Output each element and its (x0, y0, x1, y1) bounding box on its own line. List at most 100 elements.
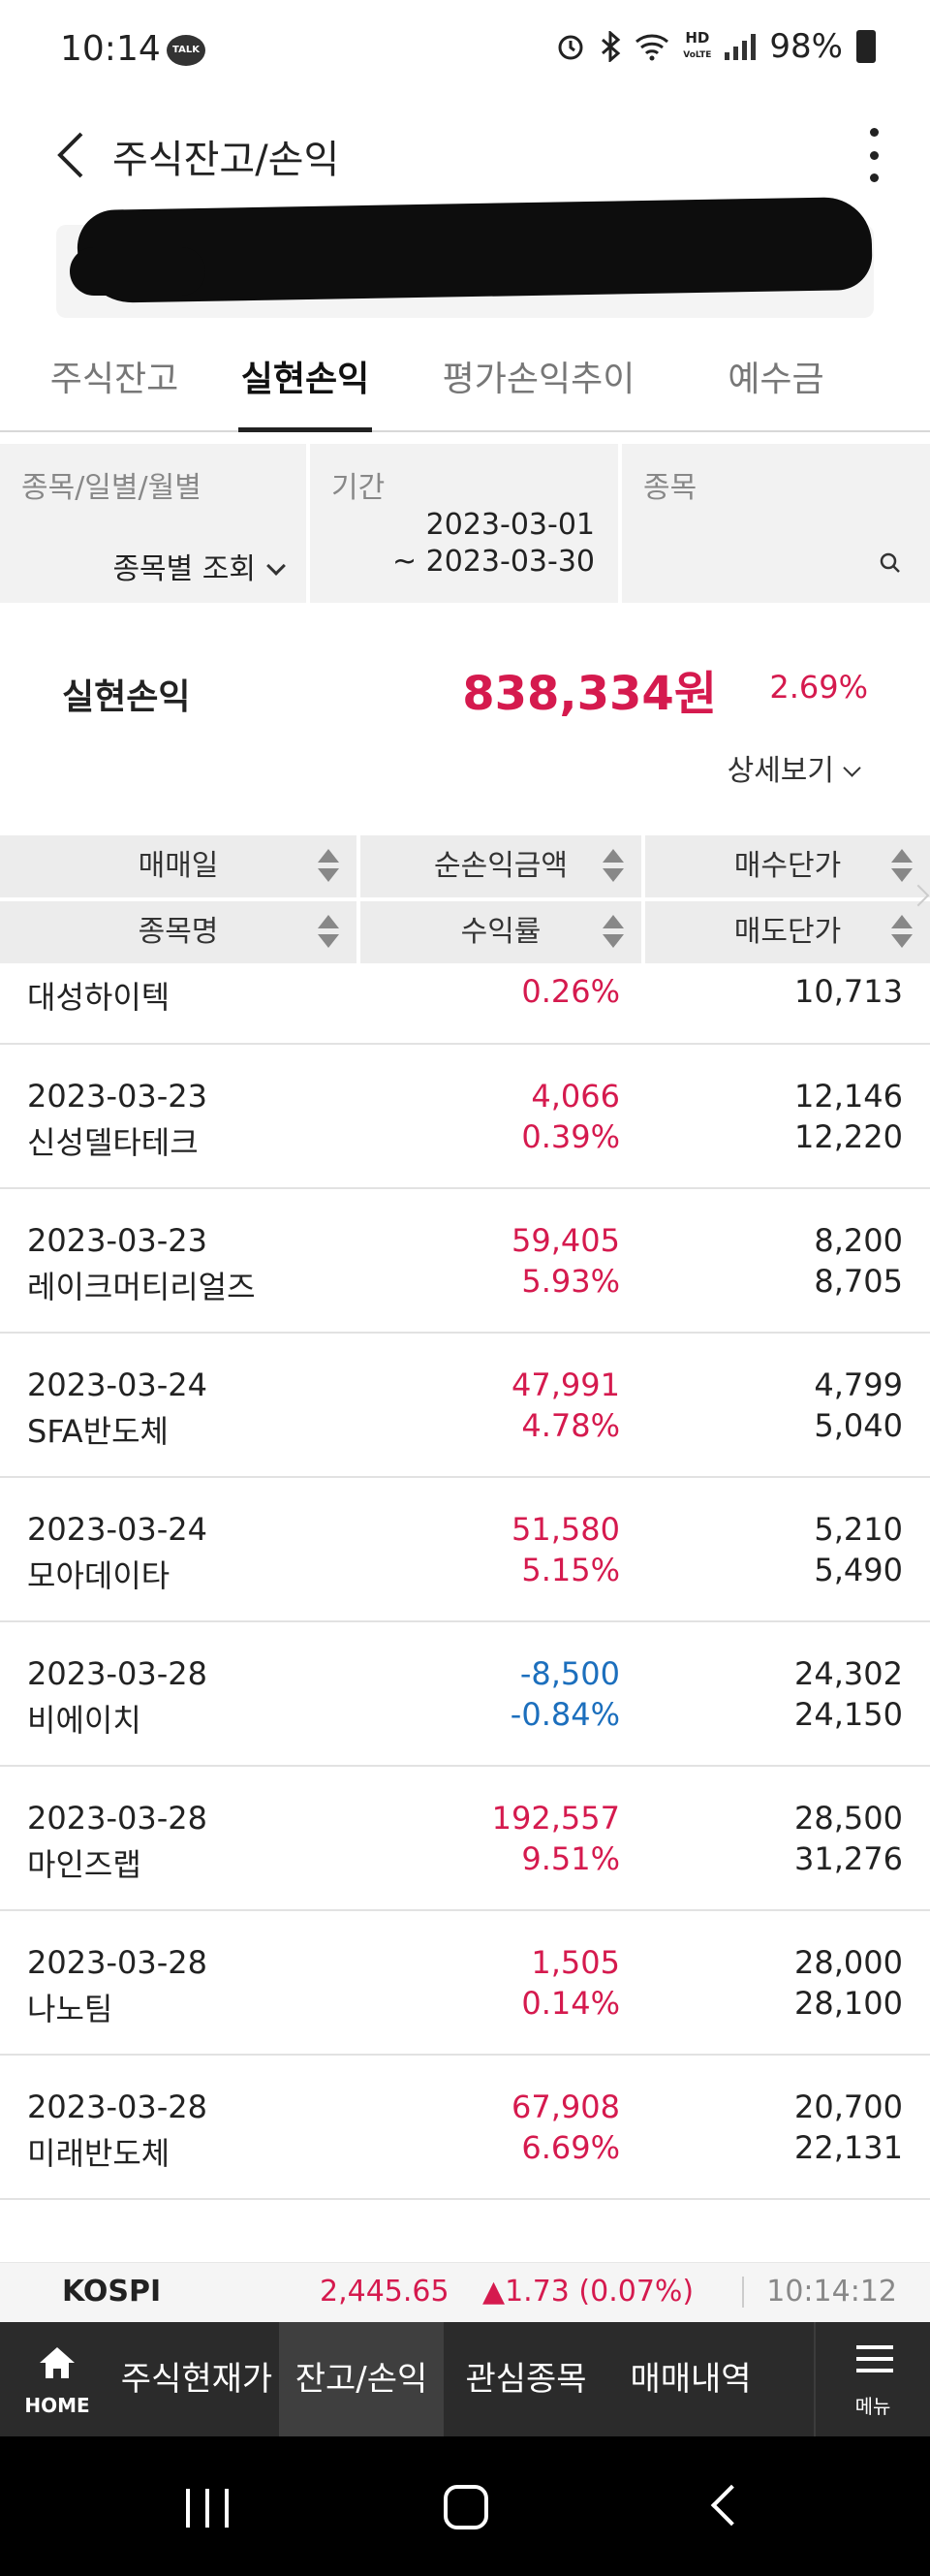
buy-price: 24,302 (794, 1655, 903, 1692)
sell-price: 24,150 (794, 1696, 903, 1733)
header-net-profit[interactable]: 순손익금액 (360, 835, 641, 897)
nav-trade-history[interactable]: 매매내역 (630, 2360, 752, 2399)
signal-icon (725, 33, 757, 60)
ticker-value: 2,445.65 (320, 2275, 450, 2309)
wifi-icon (636, 34, 669, 61)
detail-view-toggle[interactable]: 상세보기 (728, 746, 861, 789)
sell-price: 12,220 (794, 1118, 903, 1155)
buy-price: 8,200 (814, 1222, 903, 1259)
index-ticker[interactable]: KOSPI 2,445.65 ▲1.73 (0.07%) 10:14:12 (0, 2262, 930, 2322)
battery-level: 98% (769, 27, 843, 66)
trade-date: 2023-03-28 (27, 1655, 207, 1692)
nav-watchlist[interactable]: 관심종목 (465, 2360, 587, 2399)
header-stock-name[interactable]: 종목명 (0, 901, 356, 963)
net-profit: 192,557 (491, 1800, 620, 1837)
chevron-down-icon (266, 556, 286, 576)
alarm-icon (558, 35, 583, 60)
ticker-change: ▲1.73 (0.07%) (482, 2275, 695, 2309)
stock-search[interactable]: 종목 (622, 444, 930, 603)
table-row[interactable]: 대성하이텍 0.26% 10,713 (0, 967, 930, 1045)
nav-balance-pnl[interactable]: 잔고/손익 (279, 2322, 444, 2436)
return-rate: 5.15% (521, 1552, 620, 1588)
buy-price: 20,700 (794, 2089, 903, 2125)
net-profit: 67,908 (512, 2089, 620, 2125)
sell-price: 5,490 (814, 1552, 903, 1588)
buy-price: 28,000 (794, 1944, 903, 1981)
header-sell-price[interactable]: 매도단가 (645, 901, 930, 963)
summary-rate: 2.69% (769, 669, 868, 706)
header-trade-date[interactable]: 매매일 (0, 835, 356, 897)
tab-stock-balance[interactable]: 주식잔고 (49, 360, 179, 399)
table-row[interactable]: 2023-03-23 신성델타테크 4,066 0.39% 12,146 12,… (0, 1045, 930, 1189)
period-from: 2023-03-01 (425, 508, 595, 542)
tab-realized-pnl[interactable]: 실현손익 (238, 330, 372, 432)
net-profit: 51,580 (512, 1511, 620, 1548)
stock-name: 레이크머티리얼즈 (27, 1269, 256, 1305)
table-row[interactable]: 2023-03-23 레이크머티리얼즈 59,405 5.93% 8,200 8… (0, 1189, 930, 1334)
system-back-icon[interactable] (710, 2484, 753, 2527)
table-row[interactable]: 2023-03-28 나노팀 1,505 0.14% 28,000 28,100 (0, 1911, 930, 2056)
back-button[interactable] (50, 126, 97, 184)
nav-current-price[interactable]: 주식현재가 (120, 2360, 273, 2399)
system-home-icon[interactable] (444, 2485, 488, 2529)
stock-name: SFA반도체 (27, 1413, 169, 1450)
net-profit: 59,405 (512, 1222, 620, 1259)
net-profit: 4,066 (531, 1078, 620, 1115)
header-return-rate[interactable]: 수익률 (360, 901, 641, 963)
trade-date: 2023-03-24 (27, 1367, 207, 1403)
trade-date: 2023-03-28 (27, 1800, 207, 1837)
filter-panel: 종목/일별/월별 종목별 조회 기간 2023-03-01 ~ 2023-03-… (0, 444, 930, 603)
view-type-select[interactable]: 종목/일별/월별 종목별 조회 (0, 444, 306, 603)
status-time: 10:14 (60, 29, 161, 69)
stock-name: 모아데이타 (27, 1557, 170, 1594)
recent-apps-icon[interactable] (186, 2489, 229, 2528)
ticker-time: 10:14:12 (766, 2275, 897, 2309)
table-row[interactable]: 2023-03-28 비에이치 -8,500 -0.84% 24,302 24,… (0, 1622, 930, 1767)
sort-icon (318, 849, 339, 884)
header-buy-price[interactable]: 매수단가 (645, 835, 930, 897)
stock-name: 마인즈랩 (27, 1846, 141, 1883)
menu-label: 메뉴 (854, 2395, 891, 2418)
period-label: 기간 (331, 471, 386, 505)
sort-icon (318, 915, 339, 950)
table-row[interactable]: 2023-03-24 SFA반도체 47,991 4.78% 4,799 5,0… (0, 1334, 930, 1478)
sort-icon (603, 849, 624, 884)
period-to: ~ 2023-03-30 (391, 545, 595, 579)
table-row[interactable]: 2023-03-24 모아데이타 51,580 5.15% 5,210 5,49… (0, 1478, 930, 1622)
trade-date: 2023-03-24 (27, 1511, 207, 1548)
view-type-value: 종목별 조회 (112, 545, 286, 587)
ticker-name: KOSPI (62, 2275, 162, 2309)
net-profit: -8,500 (519, 1655, 620, 1692)
more-vert-icon[interactable] (862, 128, 885, 182)
return-rate: 0.14% (521, 1985, 620, 2022)
trade-date: 2023-03-23 (27, 1222, 207, 1259)
status-bar: 10:14 TALK HD VoLTE 98% (0, 0, 930, 101)
battery-icon (856, 30, 876, 63)
table-row[interactable]: 2023-03-28 마인즈랩 192,557 9.51% 28,500 31,… (0, 1767, 930, 1911)
return-rate: -0.84% (510, 1696, 620, 1733)
stock-name: 나노팀 (27, 1991, 113, 2027)
home-label: HOME (24, 2394, 90, 2417)
chevron-down-icon (843, 759, 861, 777)
back-arrow-icon (57, 132, 83, 178)
table-header: 매매일 순손익금액 매수단가 종목명 수익률 매도단가 (0, 835, 930, 967)
tab-bar: 주식잔고 실현손익 평가손익추이 예수금 (0, 330, 930, 432)
talk-icon: TALK (167, 35, 205, 66)
stock-name: 대성하이텍 (27, 979, 170, 1016)
search-icon[interactable] (880, 552, 901, 574)
home-button[interactable]: HOME (0, 2322, 114, 2436)
app-bar: 주식잔고/손익 (0, 101, 930, 207)
tab-valuation-trend[interactable]: 평가손익추이 (442, 360, 636, 399)
menu-button[interactable]: 메뉴 (814, 2322, 930, 2436)
buy-price: 5,210 (814, 1511, 903, 1548)
return-rate: 5.93% (521, 1263, 620, 1300)
page-title: 주식잔고/손익 (112, 138, 340, 182)
home-icon (40, 2347, 75, 2378)
summary-amount: 838,334원 (462, 667, 717, 721)
tab-deposit[interactable]: 예수금 (728, 360, 824, 399)
table-row[interactable]: 2023-03-28 미래반도체 67,908 6.69% 20,700 22,… (0, 2056, 930, 2200)
bluetooth-icon (602, 31, 621, 62)
stock-name: 비에이치 (27, 1702, 141, 1739)
summary-label: 실현손익 (62, 677, 191, 717)
period-select[interactable]: 기간 2023-03-01 ~ 2023-03-30 (310, 444, 618, 603)
